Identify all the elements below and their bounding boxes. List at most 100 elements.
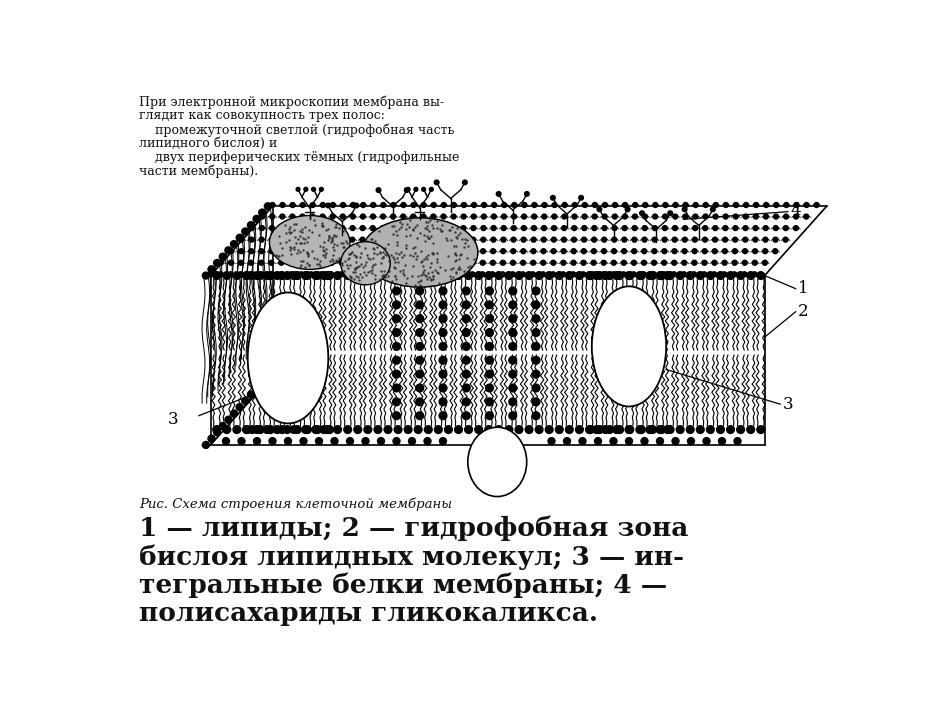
Circle shape (495, 426, 503, 434)
Circle shape (668, 211, 672, 216)
Circle shape (575, 426, 584, 434)
Circle shape (219, 253, 227, 260)
Circle shape (757, 271, 764, 279)
Circle shape (269, 249, 274, 254)
Circle shape (310, 226, 315, 231)
Circle shape (651, 272, 656, 277)
Circle shape (289, 272, 293, 277)
Circle shape (762, 249, 768, 254)
Circle shape (415, 271, 422, 279)
Circle shape (672, 438, 679, 445)
Circle shape (390, 249, 395, 254)
Circle shape (525, 271, 533, 279)
Circle shape (450, 237, 456, 242)
Circle shape (360, 237, 365, 242)
Circle shape (462, 357, 470, 364)
Circle shape (380, 260, 384, 265)
Circle shape (462, 202, 466, 207)
Circle shape (713, 202, 718, 207)
Circle shape (582, 226, 587, 231)
Circle shape (314, 426, 321, 434)
Circle shape (290, 202, 295, 207)
Circle shape (532, 329, 540, 336)
Circle shape (656, 426, 664, 434)
Circle shape (462, 180, 467, 185)
Circle shape (649, 426, 656, 434)
Circle shape (591, 249, 596, 254)
Circle shape (391, 214, 396, 219)
Circle shape (692, 260, 697, 265)
Circle shape (354, 203, 359, 208)
Circle shape (784, 214, 789, 219)
Text: Рис. Схема строения клеточной мембраны: Рис. Схема строения клеточной мембраны (139, 497, 452, 511)
Circle shape (522, 202, 526, 207)
Circle shape (230, 240, 238, 247)
Circle shape (682, 207, 687, 212)
Circle shape (249, 237, 254, 242)
Circle shape (481, 214, 486, 219)
Circle shape (424, 438, 431, 445)
Circle shape (389, 272, 395, 277)
Circle shape (471, 226, 476, 231)
Circle shape (502, 202, 507, 207)
Circle shape (509, 315, 517, 322)
Circle shape (551, 249, 556, 254)
Circle shape (302, 426, 309, 434)
Circle shape (711, 207, 715, 212)
Circle shape (601, 272, 606, 277)
Circle shape (248, 260, 254, 265)
Circle shape (652, 226, 657, 231)
Circle shape (560, 272, 566, 277)
Circle shape (552, 214, 556, 219)
Circle shape (283, 426, 291, 434)
Circle shape (744, 202, 748, 207)
Circle shape (462, 384, 470, 392)
Circle shape (572, 226, 577, 231)
Circle shape (393, 287, 400, 295)
Circle shape (535, 426, 543, 434)
Circle shape (774, 202, 778, 207)
Circle shape (359, 260, 365, 265)
Circle shape (462, 214, 466, 219)
Circle shape (299, 260, 304, 265)
Circle shape (591, 237, 597, 242)
Circle shape (393, 329, 400, 336)
Circle shape (521, 237, 526, 242)
Circle shape (794, 202, 799, 207)
Circle shape (521, 272, 525, 277)
Circle shape (658, 271, 666, 279)
Circle shape (743, 260, 747, 265)
Circle shape (293, 271, 301, 279)
Circle shape (393, 412, 400, 419)
Circle shape (587, 271, 594, 279)
Circle shape (742, 272, 747, 277)
Circle shape (370, 226, 375, 231)
Circle shape (602, 249, 606, 254)
Circle shape (390, 226, 396, 231)
Circle shape (274, 271, 281, 279)
Circle shape (485, 426, 493, 434)
Circle shape (486, 412, 494, 419)
Circle shape (814, 202, 819, 207)
Circle shape (733, 226, 738, 231)
Circle shape (511, 214, 516, 219)
Circle shape (693, 214, 697, 219)
Circle shape (612, 249, 617, 254)
Circle shape (439, 287, 446, 295)
Circle shape (440, 272, 445, 277)
Circle shape (592, 202, 598, 207)
Circle shape (511, 202, 517, 207)
Circle shape (492, 214, 496, 219)
Circle shape (531, 249, 536, 254)
Circle shape (249, 249, 254, 254)
Circle shape (486, 329, 494, 336)
Circle shape (733, 202, 739, 207)
Circle shape (486, 301, 494, 309)
Circle shape (501, 237, 506, 242)
Circle shape (430, 272, 434, 277)
Circle shape (441, 214, 446, 219)
Circle shape (280, 214, 285, 219)
Circle shape (223, 271, 230, 279)
Text: части мембраны).: части мембраны). (139, 165, 258, 178)
Circle shape (662, 272, 666, 277)
